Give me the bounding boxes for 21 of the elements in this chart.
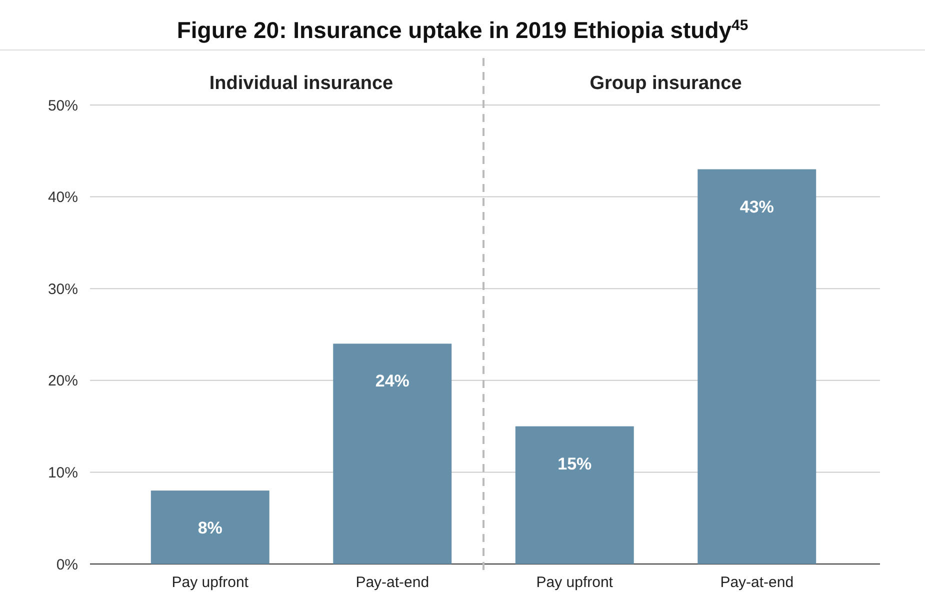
data-label: 24% [375,372,410,391]
bar [150,490,270,564]
x-tick-label: Pay-at-end [720,574,794,591]
y-tick-label: 20% [48,372,78,390]
y-tick-label: 30% [48,280,78,298]
bar [333,344,452,564]
y-tick-label: 0% [56,556,78,574]
bar [698,169,816,564]
x-tick-label: Pay upfront [536,574,614,591]
chart-title: Figure 20: Insurance uptake in 2019 Ethiopia study$^{45}$ [176,16,748,43]
x-tick-label: Pay upfront [172,574,250,591]
text: Group insurance [590,73,742,94]
text: Individual insurance [209,73,394,94]
data-label: 8% [198,518,222,538]
data-label: 15% [558,454,592,474]
bar [515,426,634,564]
y-tick-label: 40% [48,189,78,206]
y-tick-label: 10% [48,464,78,482]
data-label: 43% [740,197,774,216]
y-tick-label: 50% [48,97,78,114]
x-tick-label: Pay-at-end [356,574,430,591]
